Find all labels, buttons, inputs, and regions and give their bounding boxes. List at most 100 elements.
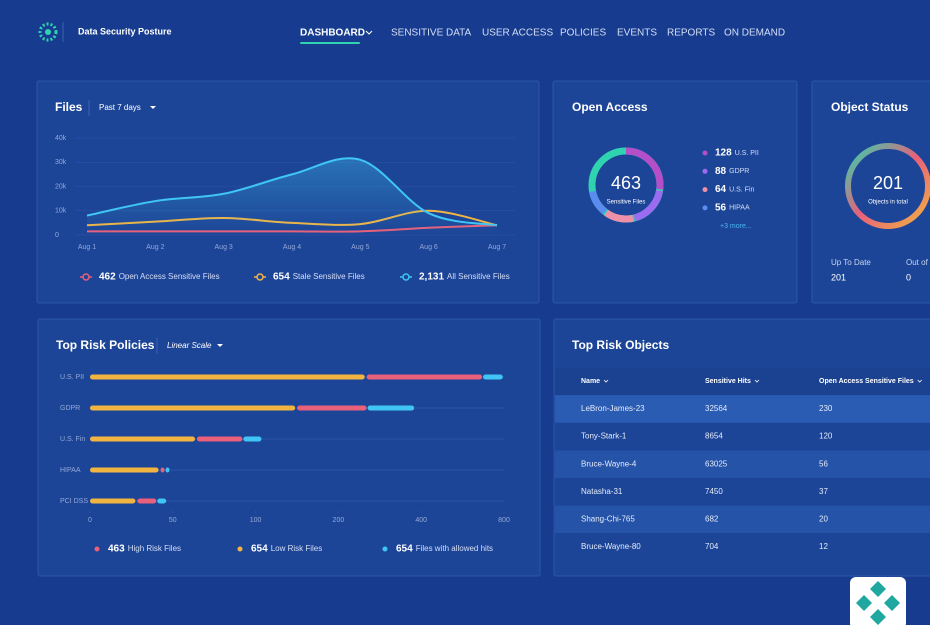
brand: Data Security Posture (78, 26, 172, 36)
card-title: Files (55, 100, 83, 114)
table-row-bg (555, 505, 930, 534)
donut-total: 463 (611, 173, 641, 193)
legend-label: Low Risk Files (271, 544, 323, 553)
card-title: Open Access (572, 100, 648, 114)
legend-label: Stale Sensitive Files (293, 272, 365, 281)
object-status-card (811, 80, 930, 304)
bar-segment (165, 467, 170, 473)
legend-dot (94, 546, 100, 552)
risk-objects-table: Name Sensitive Hits Open Access Sensitive … (555, 368, 930, 561)
caret[interactable] (150, 106, 156, 109)
column-header[interactable]: Sensitive Hits (705, 378, 751, 385)
card-title: Top Risk Objects (572, 338, 669, 352)
sort-caret (603, 379, 609, 383)
nav-item[interactable]: POLICIES (560, 28, 606, 39)
bar-segment (90, 436, 195, 442)
bar-segment (297, 405, 367, 411)
legend-value: 654 (396, 544, 413, 555)
column-header[interactable]: Open Access Sensitive Files (819, 378, 914, 385)
x-tick-label: Aug 4 (283, 244, 301, 251)
x-tick-label: 200 (333, 517, 345, 524)
x-tick-label: 400 (415, 517, 427, 524)
open-access-card (552, 80, 798, 304)
bar-segment (90, 498, 136, 504)
bar-track (90, 469, 504, 471)
donut-segment (588, 147, 664, 223)
bar-segment (90, 374, 365, 380)
bar-track (90, 407, 504, 409)
table-row-bg (555, 422, 930, 451)
nav-item[interactable]: REPORTS (667, 28, 715, 39)
nav-caret (365, 30, 373, 35)
table-row-bg (555, 478, 930, 506)
table-cell: 56 (819, 459, 828, 468)
stat-value: 201 (831, 272, 846, 282)
app-badge (850, 577, 906, 625)
legend-icon (256, 273, 264, 281)
legend-label: U.S. Fin (729, 186, 754, 193)
x-tick-label: 50 (169, 517, 177, 524)
nav-item[interactable]: DASHBOARD (300, 28, 365, 39)
legend-value: 56 (715, 203, 727, 214)
table-header-bg (555, 368, 930, 395)
bar-track (90, 438, 504, 440)
legend-label: All Sensitive Files (447, 272, 510, 281)
legend-label: HIPAA (729, 205, 750, 212)
legend-value: 128 (715, 148, 732, 159)
table-row-bg (555, 533, 930, 561)
bar-segment (196, 436, 243, 442)
more-link[interactable]: +3 more... (720, 223, 752, 230)
y-tick-label: 30k (55, 159, 67, 166)
status-total: 201 (873, 173, 903, 193)
files-chart: 0 10k 20k 30k 40k Aug 1 Aug 2 Aug 3 Aug 4 Aug 5 Au… (55, 135, 515, 283)
bar-segment (367, 405, 415, 411)
legend-dot (237, 546, 243, 552)
x-tick-label: Aug 1 (78, 244, 96, 251)
legend-value: 462 (99, 272, 116, 283)
donut-segment (588, 147, 664, 223)
y-tick-label: 20k (55, 183, 67, 190)
legend-value: 2,131 (419, 272, 444, 283)
nav-item[interactable]: USER ACCESS (482, 28, 553, 39)
table-cell: 37 (819, 487, 828, 496)
legend-value: 463 (108, 544, 125, 555)
nav-item[interactable]: EVENTS (617, 28, 657, 39)
risk-policies-card (37, 318, 541, 577)
table-row-bg (555, 395, 930, 423)
y-tick-label: 40k (55, 135, 67, 142)
column-header[interactable]: Name (581, 378, 600, 385)
table-cell: 682 (705, 515, 719, 524)
table-cell: Natasha-31 (581, 487, 623, 496)
caret[interactable] (217, 344, 223, 347)
legend-icon (82, 273, 90, 281)
table-cell: Bruce-Wayne-80 (581, 542, 641, 551)
y-tick-label: 0 (55, 232, 59, 239)
bar-segment (483, 374, 503, 380)
table-cell: 32564 (705, 404, 728, 413)
table-cell: Bruce-Wayne-4 (581, 459, 637, 468)
table-cell: LeBron-James-23 (581, 404, 645, 413)
table-cell: 63025 (705, 459, 728, 468)
x-tick-label: 100 (250, 517, 262, 524)
y-tick-label: GDPR (60, 405, 80, 412)
bar-segment (137, 498, 157, 504)
y-tick-label: PCI DSS (60, 498, 88, 505)
period-select[interactable]: Past 7 days (99, 103, 141, 112)
legend-value: 654 (251, 544, 268, 555)
y-tick-label: HIPAA (60, 467, 81, 474)
nav-item[interactable]: SENSITIVE DATA (391, 28, 472, 39)
legend-label: Files with allowed hits (416, 544, 493, 553)
legend-dot (702, 150, 708, 156)
bar-segment (366, 374, 483, 380)
x-tick-label: 800 (498, 517, 510, 524)
legend-dot (382, 546, 388, 552)
scale-select[interactable]: Linear Scale (167, 341, 212, 350)
y-tick-label: U.S. PII (60, 374, 84, 381)
nav-item[interactable]: ON DEMAND (724, 28, 785, 39)
table-cell: 7450 (705, 487, 723, 496)
legend-value: 64 (715, 184, 727, 195)
donut-caption: Sensitive Files (607, 200, 646, 206)
table-cell: Tony-Stark-1 (581, 432, 627, 441)
